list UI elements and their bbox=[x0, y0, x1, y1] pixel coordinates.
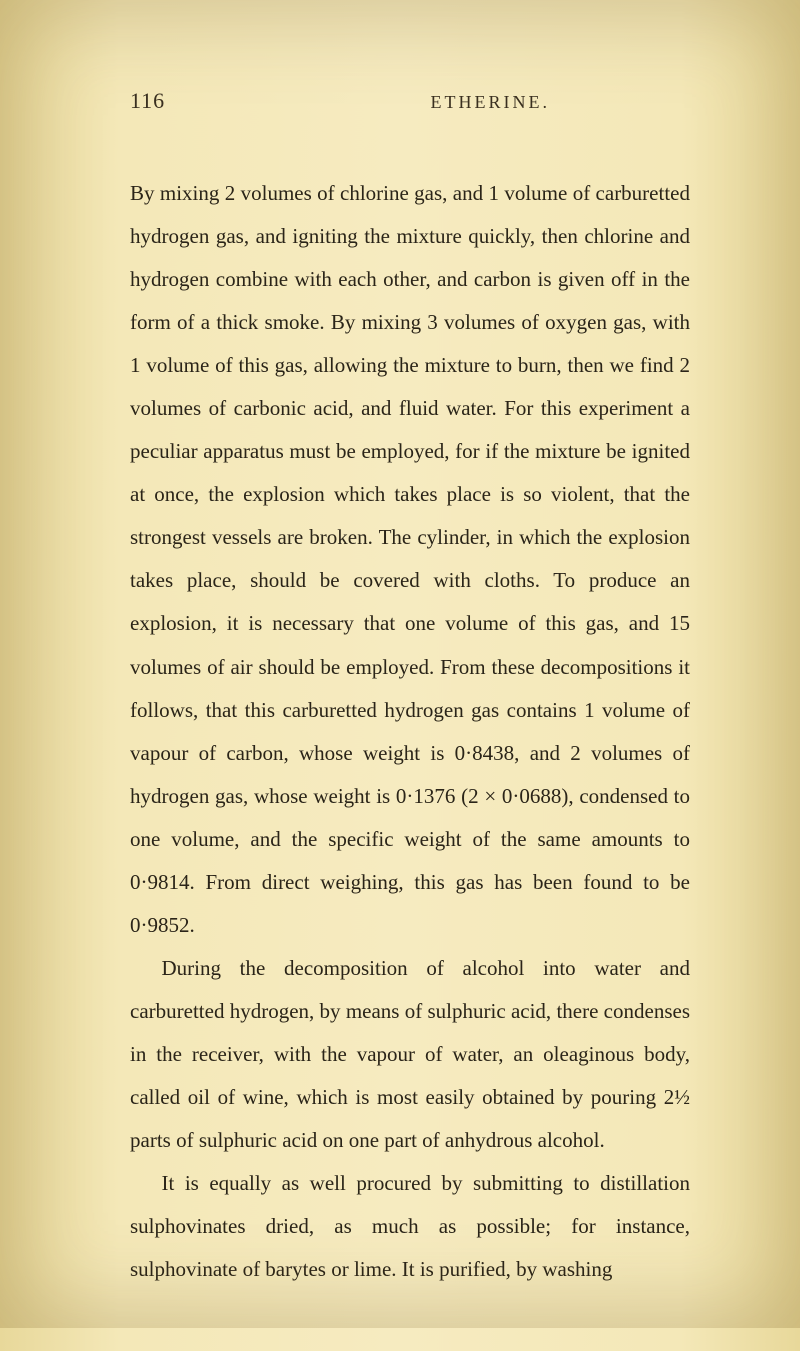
body-text: By mixing 2 volumes of chlorine gas, and… bbox=[130, 172, 690, 1291]
page-number: 116 bbox=[130, 88, 165, 114]
page-header: 116 ETHERINE. bbox=[130, 88, 690, 114]
paragraph: During the decomposition of alcohol into… bbox=[130, 947, 690, 1162]
paragraph: It is equally as well procured by submit… bbox=[130, 1162, 690, 1291]
page-container: 116 ETHERINE. By mixing 2 volumes of chl… bbox=[0, 0, 800, 1351]
paragraph: By mixing 2 volumes of chlorine gas, and… bbox=[130, 172, 690, 947]
running-title: ETHERINE. bbox=[431, 92, 550, 113]
